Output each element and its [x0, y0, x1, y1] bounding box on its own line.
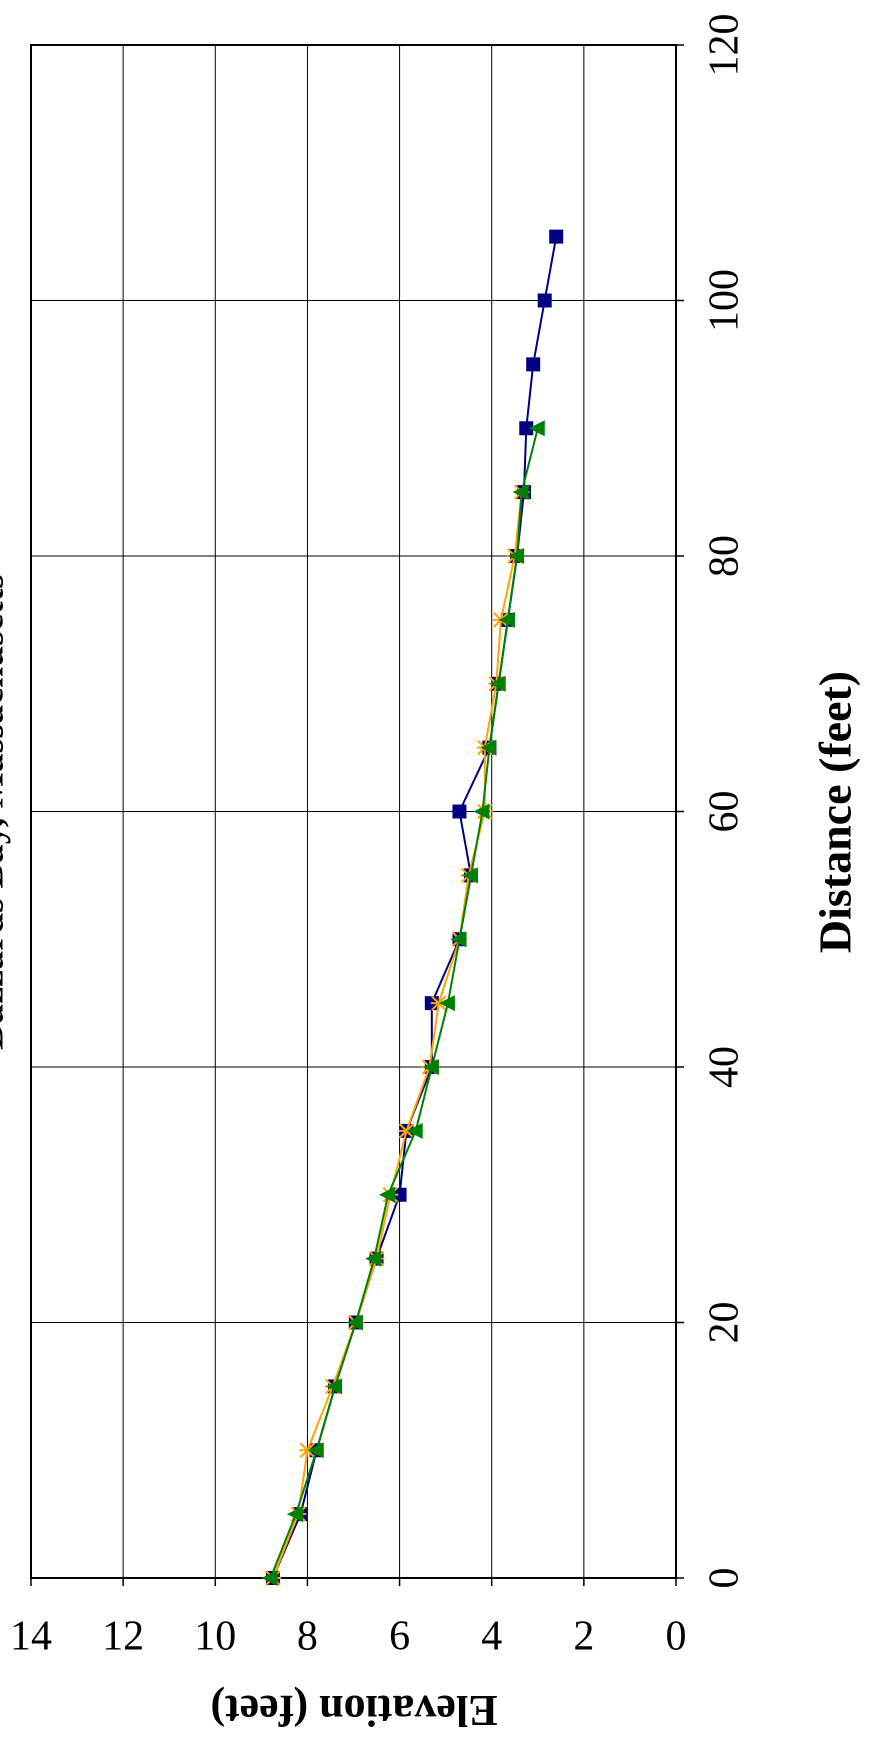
marker — [286, 1506, 303, 1523]
marker — [450, 931, 467, 948]
marker — [473, 803, 490, 820]
marker — [326, 1378, 343, 1395]
series-line — [271, 236, 558, 1579]
marker — [489, 675, 506, 692]
marker — [261, 1570, 278, 1586]
marker — [307, 1442, 324, 1459]
marker — [365, 1250, 382, 1267]
x-tick-label: 40 — [702, 1046, 748, 1088]
marker — [379, 1186, 396, 1203]
x-tick-label: 60 — [702, 791, 748, 833]
marker — [452, 804, 467, 819]
y-tick-label: 6 — [389, 1614, 410, 1660]
marker — [526, 357, 541, 372]
x-tick-label: 100 — [702, 269, 748, 332]
marker — [537, 293, 552, 308]
marker — [392, 1187, 407, 1202]
y-tick-label: 2 — [573, 1614, 594, 1660]
series-line — [269, 428, 539, 1579]
marker — [480, 739, 497, 756]
marker — [461, 867, 478, 884]
marker — [549, 229, 564, 244]
marker — [406, 1122, 423, 1139]
x-tick-label: 120 — [702, 14, 748, 77]
x-axis-label: Distance (feet) — [810, 671, 861, 953]
y-axis-label: Elevation (feet) — [210, 1686, 497, 1735]
marker — [422, 1059, 439, 1075]
plot-frame — [30, 44, 677, 1579]
x-tick-label: 80 — [702, 535, 748, 577]
y-tick-label: 4 — [481, 1614, 502, 1660]
marker — [346, 1314, 363, 1331]
marker — [519, 421, 534, 436]
y-tick-label: 8 — [297, 1614, 318, 1660]
marker — [498, 611, 515, 628]
x-tick-label: 20 — [702, 1302, 748, 1344]
marker — [528, 420, 545, 437]
y-tick-label: 10 — [194, 1614, 236, 1660]
chart-title: Buzzards Bay, Massachusetts — [0, 574, 12, 1050]
rotated-chart: Buzzards Bay, Massachusetts Distance (fe… — [0, 14, 861, 1735]
y-tick-label: 0 — [666, 1614, 687, 1660]
marker — [512, 484, 529, 501]
marker — [438, 995, 455, 1012]
x-tick-label: 0 — [702, 1568, 748, 1589]
marker — [508, 548, 525, 564]
y-tick-label: 12 — [102, 1614, 144, 1660]
series-line — [271, 492, 523, 1579]
y-tick-label: 14 — [10, 1614, 52, 1660]
